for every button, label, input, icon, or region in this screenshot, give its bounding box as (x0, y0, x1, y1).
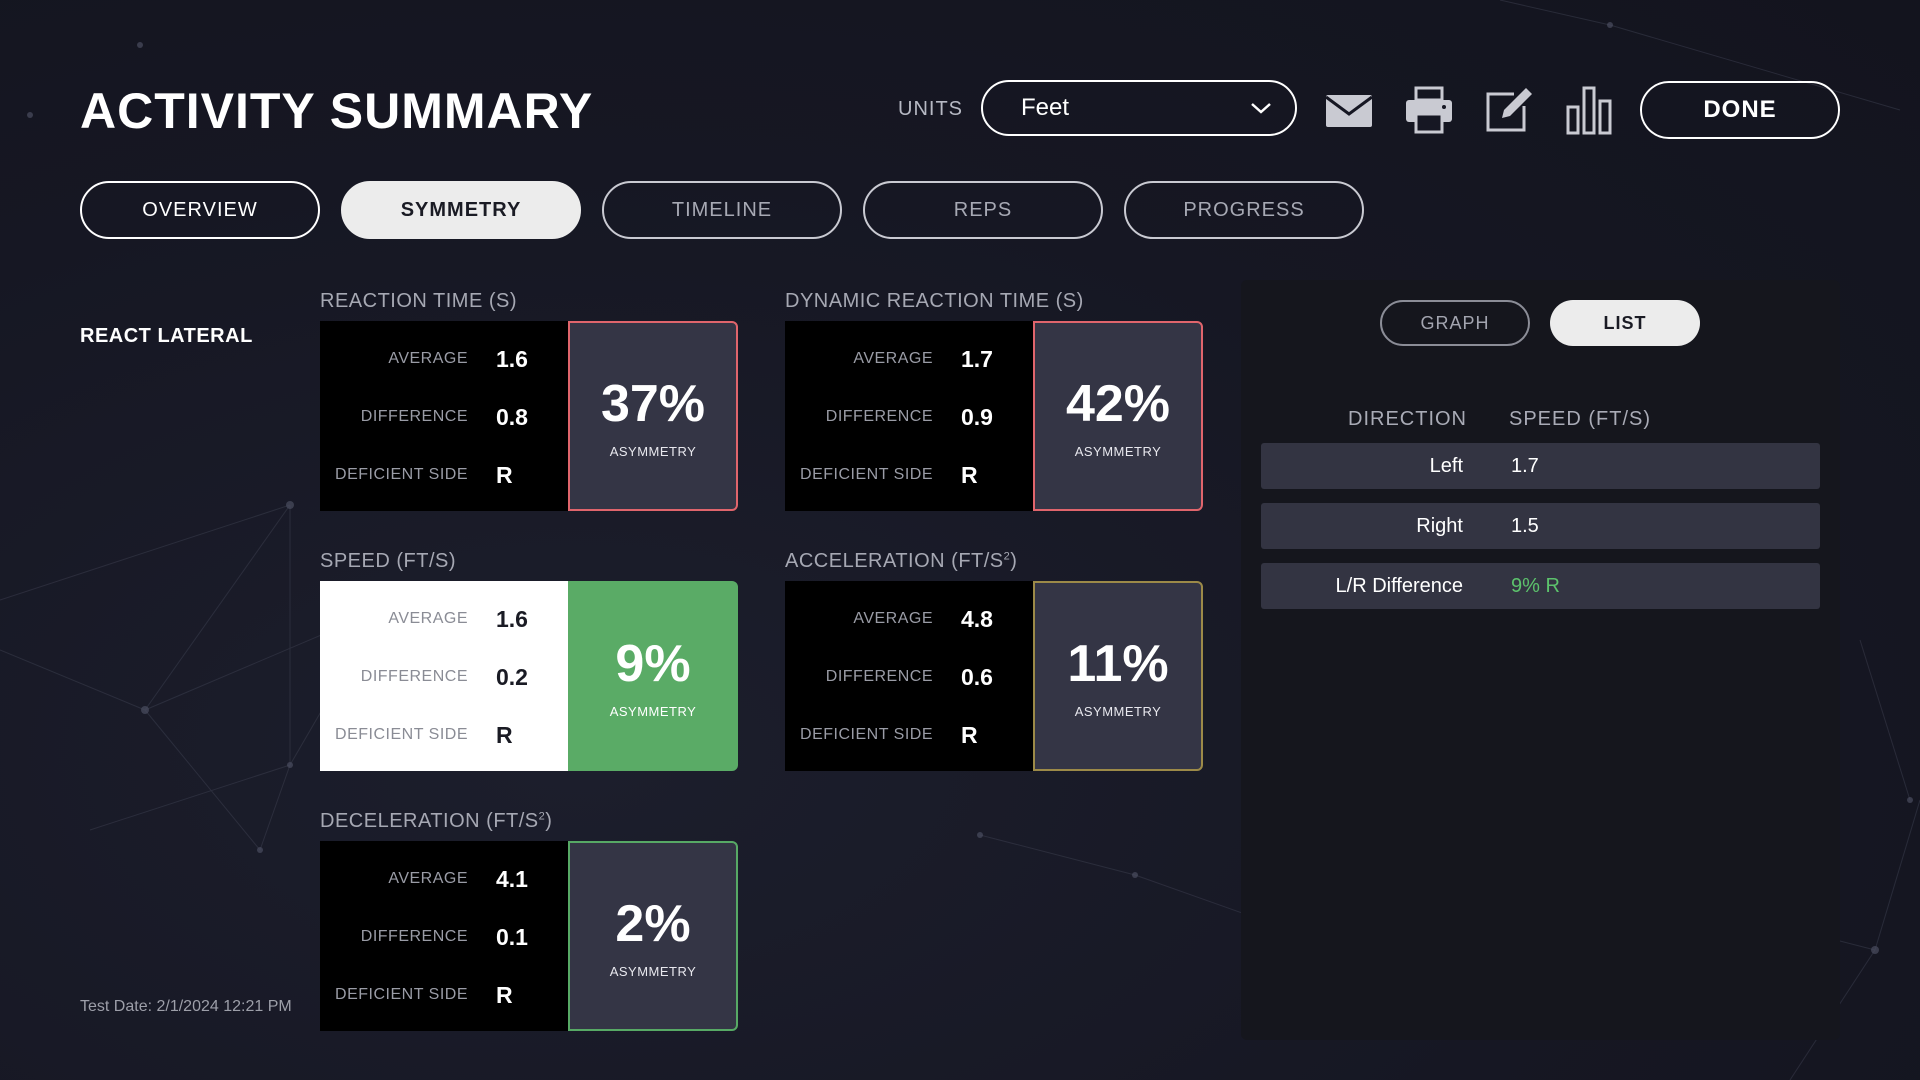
average-value: 4.1 (496, 866, 528, 892)
direction-cell: Right (1416, 515, 1463, 537)
list-row: Left 1.7 (1261, 443, 1820, 489)
tab-bar: OVERVIEW SYMMETRY TIMELINE REPS PROGRESS (80, 181, 1364, 239)
direction-column-header: DIRECTION (1348, 408, 1467, 430)
asymmetry-box: 42% ASYMMETRY (1033, 321, 1203, 511)
asymmetry-value: 37% (600, 374, 706, 433)
speed-cell: 9% R (1511, 575, 1560, 597)
asymmetry-label: ASYMMETRY (609, 443, 697, 459)
difference-label: DIFFERENCE (360, 928, 468, 945)
list-row: L/R Difference 9% R (1261, 563, 1820, 609)
difference-label: DIFFERENCE (825, 408, 933, 425)
acceleration-card: AVERAGE 4.8 DIFFERENCE 0.6 DEFICIENT SIDE R… (785, 581, 1203, 771)
asymmetry-value: 42% (1065, 374, 1171, 433)
average-label: AVERAGE (388, 350, 468, 367)
deficient-side-label: DEFICIENT SIDE (800, 726, 933, 743)
difference-value: 0.6 (961, 664, 993, 690)
speed-cell: 1.5 (1511, 515, 1539, 537)
activity-name: REACT LATERAL (80, 325, 253, 347)
speed-card: AVERAGE 1.6 DIFFERENCE 0.2 DEFICIENT SIDE R… (320, 581, 738, 771)
asymmetry-label: ASYMMETRY (1074, 443, 1162, 459)
reaction-time-title: REACTION TIME (S) (320, 290, 518, 312)
average-value: 4.8 (961, 606, 993, 632)
difference-value: 0.1 (496, 924, 528, 950)
reaction-time-card: AVERAGE 1.6 DIFFERENCE 0.8 DEFICIENT SIDE R… (320, 321, 738, 511)
asymmetry-label: ASYMMETRY (609, 703, 697, 719)
difference-label: DIFFERENCE (360, 668, 468, 685)
difference-value: 0.9 (961, 404, 993, 430)
average-value: 1.6 (496, 346, 528, 372)
deficient-side-value: R (961, 722, 978, 748)
dynamic-reaction-time-card: AVERAGE 1.7 DIFFERENCE 0.9 DEFICIENT SIDE R… (785, 321, 1203, 511)
test-date: Test Date: 2/1/2024 12:21 PM (80, 998, 292, 1015)
bar-chart-icon[interactable] (1563, 84, 1615, 136)
average-label: AVERAGE (853, 610, 933, 627)
tab-timeline[interactable]: TIMELINE (602, 181, 842, 239)
deficient-side-label: DEFICIENT SIDE (800, 466, 933, 483)
asymmetry-label: ASYMMETRY (1074, 703, 1162, 719)
tab-overview[interactable]: OVERVIEW (80, 181, 320, 239)
list-row: Right 1.5 (1261, 503, 1820, 549)
asymmetry-value: 11% (1067, 634, 1169, 693)
deficient-side-value: R (961, 462, 978, 488)
acceleration-title: ACCELERATION (FT/S2) (785, 550, 1018, 572)
tab-reps[interactable]: REPS (863, 181, 1103, 239)
asymmetry-value: 9% (615, 634, 691, 693)
speed-title: SPEED (FT/S) (320, 550, 457, 572)
speed-column-header: SPEED (FT/S) (1509, 408, 1652, 430)
detail-panel: GRAPH LIST DIRECTION SPEED (FT/S) Left 1… (1241, 280, 1840, 1040)
deficient-side-value: R (496, 462, 513, 488)
printer-icon[interactable] (1403, 84, 1455, 136)
deficient-side-label: DEFICIENT SIDE (335, 726, 468, 743)
speed-cell: 1.7 (1511, 455, 1539, 477)
average-label: AVERAGE (388, 610, 468, 627)
difference-label: DIFFERENCE (360, 408, 468, 425)
tab-progress[interactable]: PROGRESS (1124, 181, 1364, 239)
list-toggle-button[interactable]: LIST (1550, 300, 1700, 346)
asymmetry-value: 2% (615, 894, 691, 953)
asymmetry-label: ASYMMETRY (609, 963, 697, 979)
direction-cell: Left (1429, 455, 1463, 477)
deficient-side-value: R (496, 722, 513, 748)
average-label: AVERAGE (853, 350, 933, 367)
done-button[interactable]: DONE (1640, 81, 1840, 139)
asymmetry-box: 2% ASYMMETRY (568, 841, 738, 1031)
edit-icon[interactable] (1483, 84, 1535, 136)
deficient-side-label: DEFICIENT SIDE (335, 986, 468, 1003)
deficient-side-value: R (496, 982, 513, 1008)
average-value: 1.6 (496, 606, 528, 632)
deceleration-card: AVERAGE 4.1 DIFFERENCE 0.1 DEFICIENT SIDE R… (320, 841, 738, 1031)
units-label: UNITS (898, 98, 963, 120)
asymmetry-box: 11% ASYMMETRY (1033, 581, 1203, 771)
tab-symmetry[interactable]: SYMMETRY (341, 181, 581, 239)
units-dropdown[interactable]: Feet (981, 80, 1297, 136)
asymmetry-box: 37% ASYMMETRY (568, 321, 738, 511)
mail-icon[interactable] (1323, 84, 1375, 136)
average-value: 1.7 (961, 346, 993, 372)
difference-value: 0.8 (496, 404, 528, 430)
asymmetry-box: 9% ASYMMETRY (568, 581, 738, 771)
deceleration-title: DECELERATION (FT/S2) (320, 810, 553, 832)
units-selected-value: Feet (1021, 94, 1070, 121)
direction-cell: L/R Difference (1335, 575, 1463, 597)
difference-label: DIFFERENCE (825, 668, 933, 685)
deficient-side-label: DEFICIENT SIDE (335, 466, 468, 483)
average-label: AVERAGE (388, 870, 468, 887)
page-title: ACTIVITY SUMMARY (80, 83, 594, 139)
difference-value: 0.2 (496, 664, 528, 690)
chevron-down-icon (1251, 103, 1271, 114)
graph-toggle-button[interactable]: GRAPH (1380, 300, 1530, 346)
dynamic-reaction-time-title: DYNAMIC REACTION TIME (S) (785, 290, 1084, 312)
